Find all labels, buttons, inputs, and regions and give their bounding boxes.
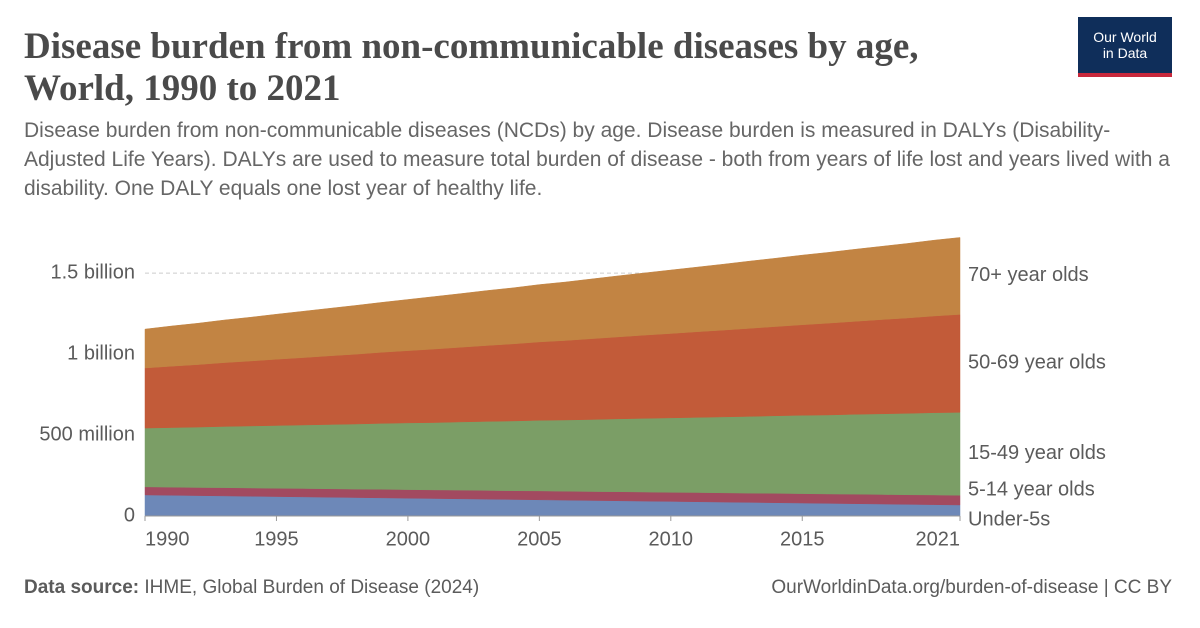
legend-label: 50-69 year olds — [968, 352, 1106, 374]
source-text: IHME, Global Burden of Disease (2024) — [144, 577, 480, 598]
source: Data source: IHME, Global Burden of Dise… — [24, 577, 479, 599]
source-label: Data source: — [24, 577, 140, 598]
legend-label: Under-5s — [968, 509, 1050, 531]
legend-label: 5-14 year olds — [968, 479, 1095, 501]
url[interactable]: OurWorldinData.org/burden-of-disease | C… — [771, 577, 1172, 598]
chart-subtitle: Disease burden from non-communicable dis… — [24, 119, 1170, 200]
x-tick-label: 2010 — [649, 528, 694, 550]
legend-label: 15-49 year olds — [968, 442, 1106, 464]
x-tick-label: 1995 — [254, 528, 299, 550]
area — [144, 237, 961, 369]
logo[interactable]: Our World in Data — [1078, 17, 1172, 77]
x-tick-label: 2000 — [386, 528, 431, 550]
x-tick-label: 2021 — [916, 528, 961, 550]
y-tick-label: 0 — [124, 504, 135, 526]
x-tick-label: 2015 — [780, 528, 825, 550]
logo-line: in Data — [1102, 45, 1148, 61]
legend-label: 70+ year olds — [968, 264, 1089, 286]
logo-line: Our World — [1093, 29, 1157, 45]
y-tick-label: 1 billion — [67, 342, 135, 364]
x-tick-label: 1990 — [145, 528, 190, 550]
y-tick-label: 1.5 billion — [50, 261, 135, 283]
x-tick-label: 2005 — [517, 528, 562, 550]
y-tick-label: 500 million — [39, 423, 135, 445]
chart-title: Disease burden from non-communicable dis… — [24, 26, 919, 109]
